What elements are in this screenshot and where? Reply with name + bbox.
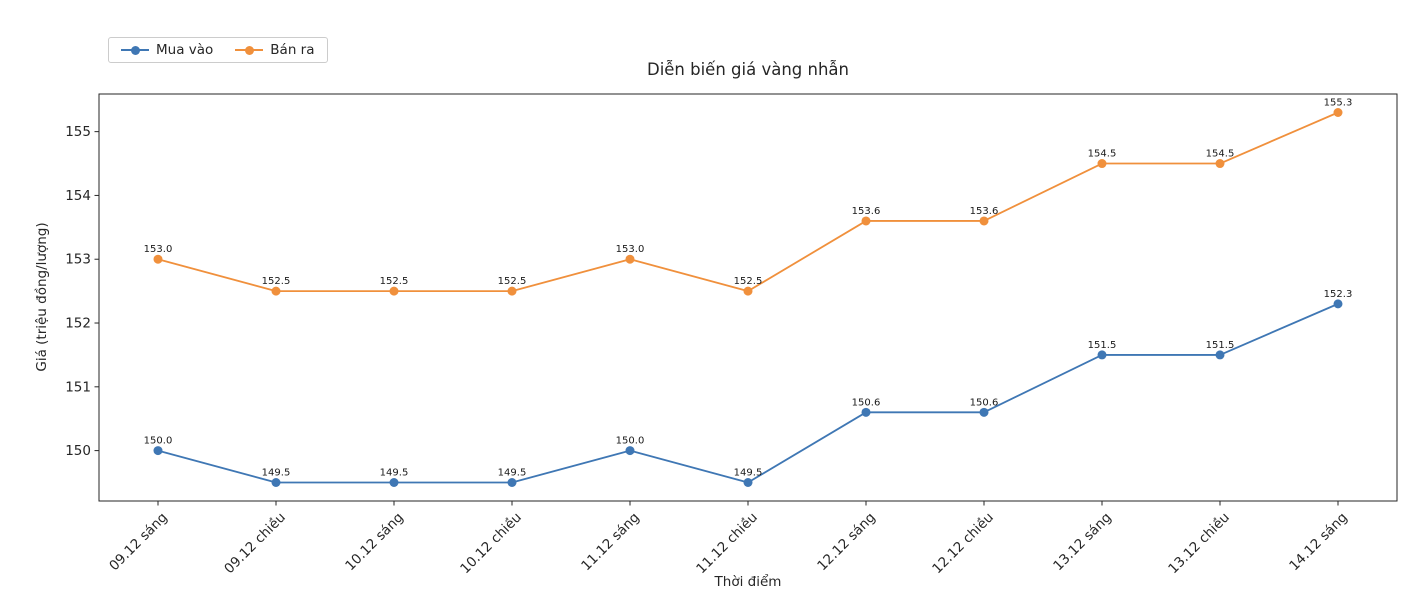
data-point-label: 149.5: [380, 468, 409, 479]
data-point: [271, 286, 281, 296]
data-point: [743, 478, 753, 487]
data-point-label: 151.5: [1088, 340, 1117, 351]
series-line-ban-ra: [157, 111, 1339, 293]
data-point: [861, 216, 871, 226]
legend-item-ban-ra: Bán ra: [235, 42, 315, 58]
data-point: [1097, 350, 1107, 360]
data-point: [1215, 350, 1225, 360]
data-point-label: 152.5: [734, 276, 763, 287]
data-point-label: 152.5: [380, 276, 409, 287]
x-tick-label: 12.12 sáng: [814, 510, 879, 575]
legend-dot-icon: [130, 45, 140, 55]
legend-item-mua-vao: Mua vào: [121, 42, 213, 58]
data-point: [1097, 159, 1107, 169]
data-point: [1333, 108, 1343, 117]
data-point-label: 150.6: [852, 397, 881, 408]
data-point: [979, 216, 989, 226]
data-point-label: 153.0: [616, 244, 645, 255]
y-tick-label: 154: [65, 188, 91, 204]
plot-border: [98, 93, 1398, 502]
data-point-label: 149.5: [734, 468, 763, 479]
data-point-label: 152.5: [498, 276, 527, 287]
x-tick-label: 12.12 chiều: [929, 509, 997, 577]
data-point: [861, 407, 871, 417]
legend: Mua vào Bán ra: [108, 37, 328, 63]
x-tick-label: 11.12 chiều: [693, 509, 761, 577]
x-tick-label: 09.12 sáng: [106, 510, 171, 575]
data-point: [389, 478, 399, 487]
data-point: [153, 446, 163, 456]
data-point: [389, 286, 399, 296]
data-point-label: 149.5: [262, 468, 291, 479]
legend-label-ban-ra: Bán ra: [270, 42, 315, 58]
series-line-mua-vao: [157, 302, 1339, 484]
x-tick-label: 13.12 sáng: [1050, 510, 1115, 575]
line-marker-swatch-orange: [235, 45, 264, 55]
data-point-label: 155.3: [1324, 98, 1353, 109]
data-point-label: 153.0: [144, 244, 173, 255]
x-axis-title: Thời điểm: [714, 574, 782, 590]
y-tick-label: 152: [65, 316, 91, 332]
chart-title: Diễn biến giá vàng nhẫn: [646, 60, 849, 79]
line-marker-swatch-blue: [121, 45, 149, 55]
data-point-label: 154.5: [1206, 149, 1235, 160]
y-tick-label: 150: [65, 443, 91, 459]
x-tick-label: 10.12 chiều: [457, 509, 525, 577]
legend-label-mua-vao: Mua vào: [156, 42, 214, 58]
x-tick-label: 13.12 chiều: [1165, 509, 1233, 577]
data-point: [979, 407, 989, 417]
data-point: [625, 446, 635, 456]
data-point-label: 151.5: [1206, 340, 1235, 351]
data-point-label: 152.3: [1324, 289, 1353, 300]
data-point: [1333, 299, 1343, 309]
data-point: [507, 478, 517, 487]
y-tick-label: 153: [65, 252, 91, 268]
data-point: [625, 254, 635, 264]
x-tick-label: 11.12 sáng: [578, 510, 643, 575]
y-tick-label: 155: [65, 124, 91, 140]
data-point-label: 149.5: [498, 468, 527, 479]
x-tick-label: 10.12 sáng: [342, 510, 407, 575]
data-point-label: 152.5: [262, 276, 291, 287]
data-point-label: 154.5: [1088, 149, 1117, 160]
data-point: [507, 286, 517, 296]
x-tick-label: 09.12 chiều: [221, 509, 289, 577]
legend-dot-icon: [244, 45, 254, 55]
x-tick-label: 14.12 sáng: [1286, 510, 1351, 575]
data-point-label: 150.0: [144, 436, 173, 447]
data-point-label: 153.6: [852, 206, 881, 217]
data-point-label: 153.6: [970, 206, 999, 217]
y-tick-label: 151: [65, 379, 91, 395]
data-point: [271, 478, 281, 487]
data-point-label: 150.0: [616, 436, 645, 447]
data-point: [1215, 159, 1225, 169]
data-point-label: 150.6: [970, 397, 999, 408]
data-point: [153, 254, 163, 264]
data-point: [743, 286, 753, 296]
